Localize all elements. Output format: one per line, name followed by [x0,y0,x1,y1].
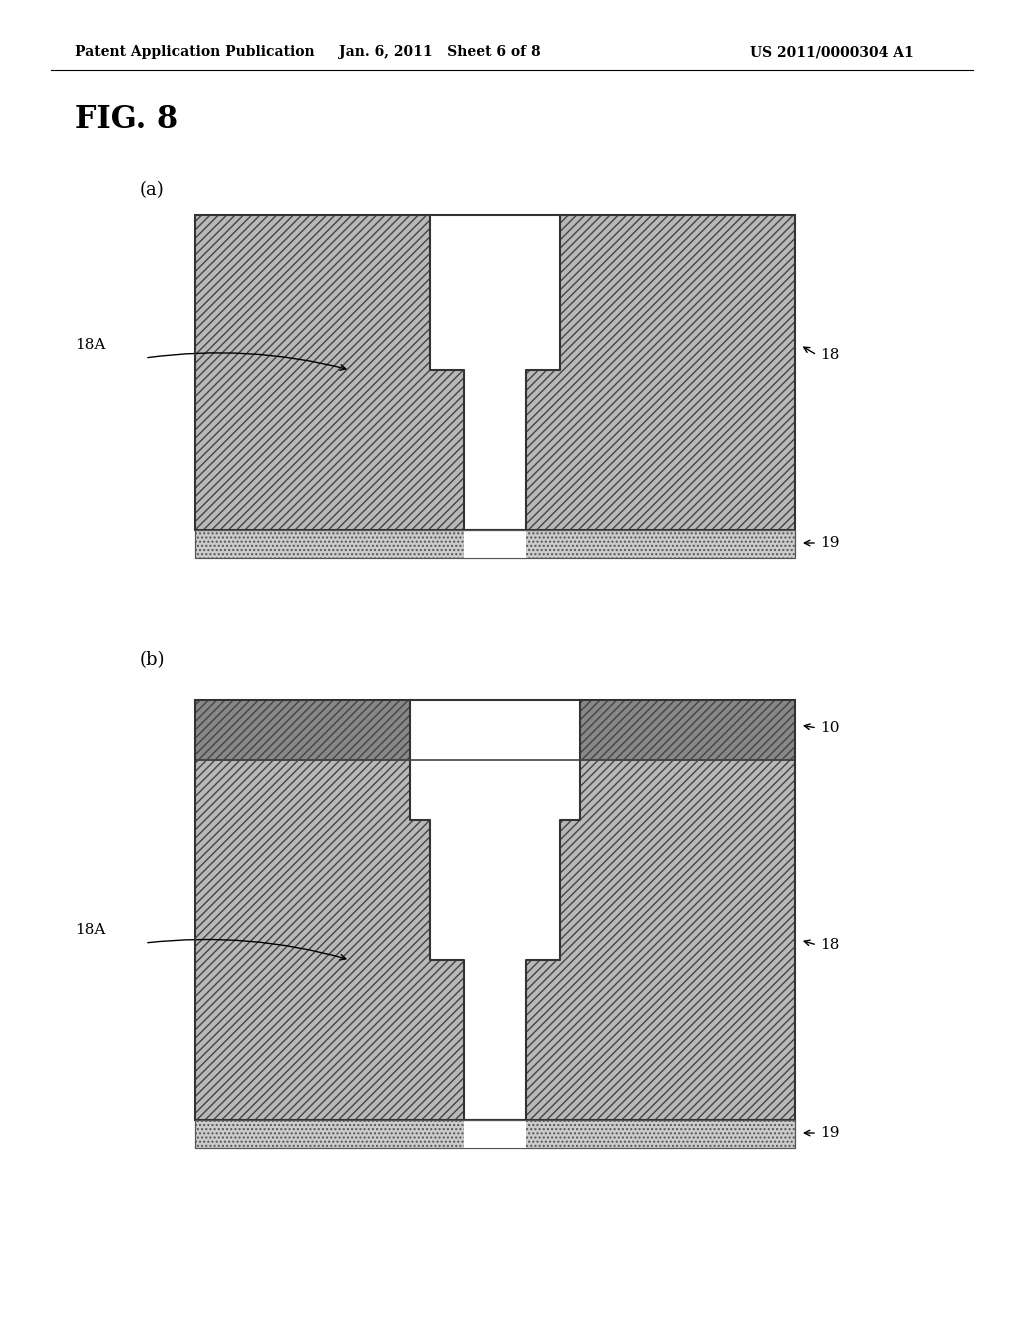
Text: (b): (b) [140,651,166,669]
Bar [195,1119,795,1148]
Text: US 2011/0000304 A1: US 2011/0000304 A1 [750,45,913,59]
Text: Jan. 6, 2011   Sheet 6 of 8: Jan. 6, 2011 Sheet 6 of 8 [339,45,541,59]
Bar [464,960,526,1119]
Bar [195,531,795,558]
Text: 10: 10 [820,721,840,735]
Text: 18A: 18A [75,338,105,352]
Text: 18A: 18A [75,923,105,937]
Bar [464,1119,526,1148]
Bar [195,531,795,558]
Bar [195,700,795,760]
Text: 19: 19 [820,536,840,550]
Text: (a): (a) [140,181,165,199]
Bar [410,760,580,820]
Text: 18: 18 [820,939,840,952]
Bar [464,531,526,558]
Text: 19: 19 [820,1126,840,1140]
Bar [430,820,560,960]
Bar [195,215,795,531]
Text: FIG. 8: FIG. 8 [75,104,178,136]
Bar [195,700,795,1119]
Bar [464,370,526,531]
Text: Patent Application Publication: Patent Application Publication [75,45,314,59]
Text: 18: 18 [820,348,840,362]
Bar [195,215,795,531]
Bar [430,215,560,370]
Bar [195,760,795,1119]
Bar [410,700,580,760]
Bar [195,1119,795,1148]
